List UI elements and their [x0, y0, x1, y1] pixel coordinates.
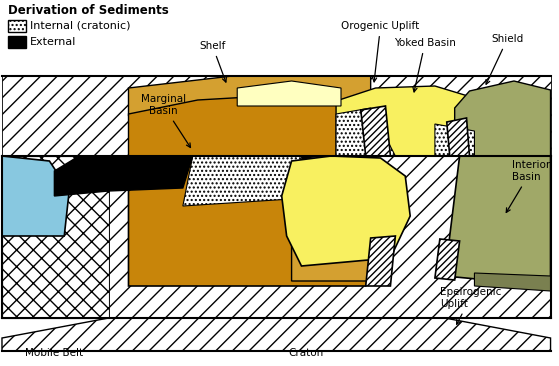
Polygon shape [435, 124, 475, 156]
Polygon shape [361, 106, 390, 156]
Text: Marginal
Basin: Marginal Basin [140, 94, 191, 147]
Polygon shape [475, 273, 551, 291]
Polygon shape [2, 156, 69, 236]
Polygon shape [2, 76, 551, 156]
Polygon shape [54, 156, 113, 196]
Polygon shape [447, 118, 470, 156]
Polygon shape [454, 81, 551, 156]
Polygon shape [183, 156, 306, 206]
Text: Internal (cratonic): Internal (cratonic) [30, 21, 130, 31]
Polygon shape [336, 108, 395, 156]
Polygon shape [292, 158, 381, 281]
Text: External: External [30, 37, 76, 47]
Polygon shape [2, 318, 551, 351]
Text: Craton: Craton [289, 348, 324, 358]
Polygon shape [435, 239, 459, 280]
Polygon shape [445, 156, 551, 286]
Text: Shield: Shield [486, 34, 523, 84]
Polygon shape [129, 76, 371, 116]
Polygon shape [237, 81, 341, 106]
Text: Epeirogenic
Uplift: Epeirogenic Uplift [440, 287, 501, 324]
Polygon shape [109, 156, 551, 318]
Text: Derivation of Sediments: Derivation of Sediments [8, 4, 169, 17]
Polygon shape [8, 20, 26, 32]
Text: Interior
Basin: Interior Basin [506, 160, 550, 212]
Polygon shape [129, 96, 371, 156]
Text: Yoked Basin: Yoked Basin [394, 38, 456, 92]
Polygon shape [336, 86, 475, 156]
Text: Mobile Belt: Mobile Belt [25, 348, 83, 358]
Polygon shape [129, 156, 381, 286]
Polygon shape [282, 156, 410, 266]
Polygon shape [109, 156, 193, 191]
Polygon shape [8, 36, 26, 48]
Text: Orogenic Uplift: Orogenic Uplift [342, 21, 420, 82]
Polygon shape [366, 236, 395, 286]
Polygon shape [2, 156, 109, 318]
Text: Shelf: Shelf [200, 41, 226, 82]
